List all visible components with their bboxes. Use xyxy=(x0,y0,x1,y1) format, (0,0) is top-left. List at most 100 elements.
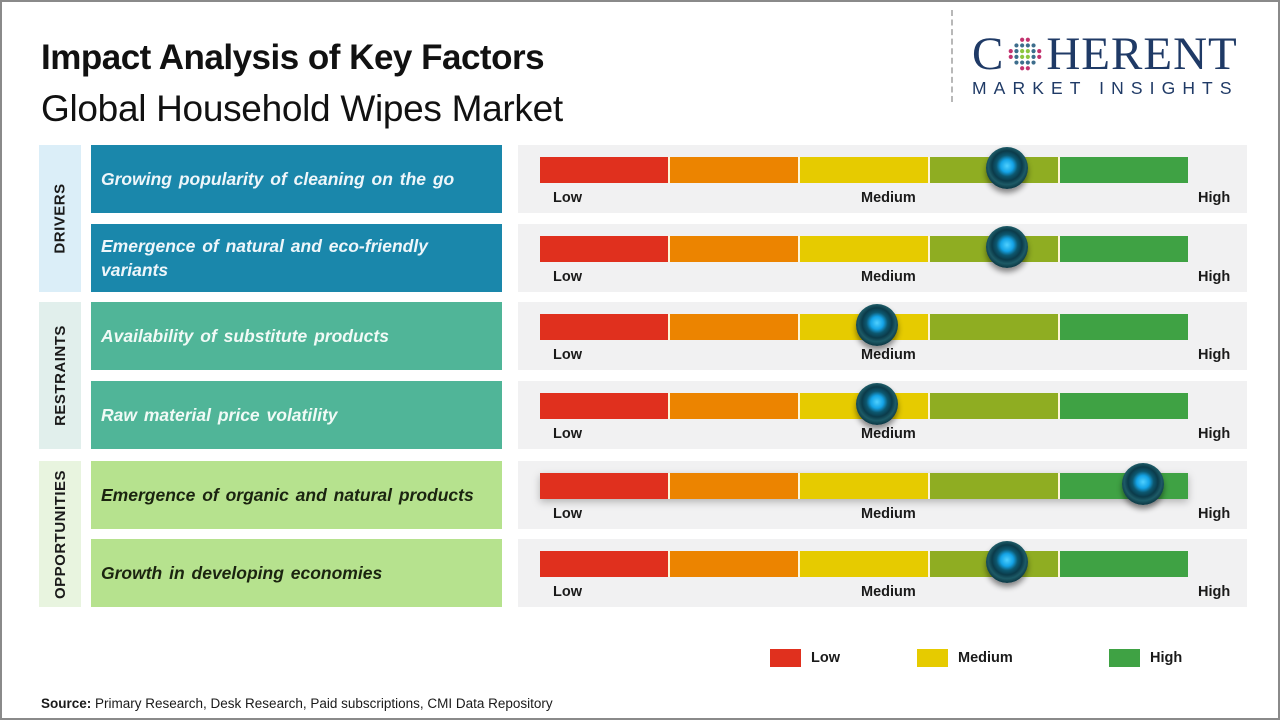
scale-segment-2 xyxy=(800,157,930,183)
scale-segment-0 xyxy=(540,473,670,499)
logo-prefix: C xyxy=(972,28,1005,80)
scale-segment-2 xyxy=(800,473,930,499)
scale-label-low: Low xyxy=(553,584,582,600)
scale-label-low: Low xyxy=(553,269,582,285)
scale-segment-0 xyxy=(540,236,670,262)
source-note: Source: Primary Research, Desk Research,… xyxy=(41,696,553,711)
scale-label-low: Low xyxy=(553,347,582,363)
impact-scale-bar xyxy=(540,473,1188,499)
scale-segment-0 xyxy=(540,551,670,577)
globe-dot xyxy=(1014,43,1019,48)
scale-segment-3 xyxy=(930,314,1060,340)
logo-divider xyxy=(951,10,953,102)
impact-marker xyxy=(985,541,1028,583)
legend-item-low: Low xyxy=(770,649,840,667)
globe-dot xyxy=(1009,49,1014,54)
scale-label-medium: Medium xyxy=(861,269,916,285)
impact-scale-bar xyxy=(540,314,1188,340)
impact-gauge: Low Medium High xyxy=(518,381,1247,449)
logo-suffix: HERENT xyxy=(1046,28,1238,80)
scale-label-medium: Medium xyxy=(861,426,916,442)
source-text: Primary Research, Desk Research, Paid su… xyxy=(91,696,553,711)
scale-label-high: High xyxy=(1198,190,1231,206)
globe-dot xyxy=(1026,60,1031,65)
scale-label-medium: Medium xyxy=(861,190,916,206)
globe-dot xyxy=(1026,43,1031,48)
factor-label: Growing popularity of cleaning on the go xyxy=(91,145,502,213)
scale-segment-3 xyxy=(930,393,1060,419)
globe-dot xyxy=(1031,49,1036,54)
factor-label: Raw material price volatility xyxy=(91,381,502,449)
scale-segment-0 xyxy=(540,393,670,419)
scale-label-medium: Medium xyxy=(861,347,916,363)
scale-segment-1 xyxy=(670,551,800,577)
impact-scale-bar xyxy=(540,551,1188,577)
source-label: Source: xyxy=(41,696,92,711)
impact-gauge: Low Medium High xyxy=(518,302,1247,370)
scale-segment-1 xyxy=(670,157,800,183)
legend-label-high: High xyxy=(1150,650,1183,666)
globe-dot xyxy=(1031,54,1036,59)
legend-label-low: Low xyxy=(811,650,840,666)
globe-dot xyxy=(1014,49,1019,54)
page-title: Impact Analysis of Key Factors xyxy=(41,38,545,77)
globe-dot xyxy=(1020,37,1025,42)
scale-label-low: Low xyxy=(553,506,582,522)
impact-scale-bar xyxy=(540,236,1188,262)
scale-segment-4 xyxy=(1060,157,1188,183)
scale-label-medium: Medium xyxy=(861,584,916,600)
scale-segment-4 xyxy=(1060,236,1188,262)
factor-label: Emergence of natural and eco-friendly va… xyxy=(91,224,502,292)
scale-segment-4 xyxy=(1060,551,1188,577)
factor-label: Emergence of organic and natural product… xyxy=(91,461,502,529)
scale-segment-4 xyxy=(1060,314,1188,340)
globe-dot xyxy=(1020,60,1025,65)
scale-label-high: High xyxy=(1198,584,1231,600)
logo-tagline: MARKET INSIGHTS xyxy=(972,78,1239,98)
impact-marker xyxy=(1121,463,1164,505)
impact-gauge: Low Medium High xyxy=(518,145,1247,213)
scale-segment-2 xyxy=(800,236,930,262)
impact-marker xyxy=(855,383,898,425)
globe-dot xyxy=(1009,54,1014,59)
globe-dot xyxy=(1037,49,1042,54)
globe-dot xyxy=(1026,49,1031,54)
globe-dot xyxy=(1020,43,1025,48)
scale-label-high: High xyxy=(1198,347,1231,363)
company-logo: C HERENT MARKET INSIGHTS xyxy=(972,28,1262,99)
impact-marker xyxy=(855,304,898,346)
globe-dot xyxy=(1020,66,1025,71)
scale-label-high: High xyxy=(1198,506,1231,522)
impact-scale-bar xyxy=(540,393,1188,419)
group-tag-drivers: DRIVERS xyxy=(39,145,81,292)
scale-segment-1 xyxy=(670,393,800,419)
globe-dot xyxy=(1031,43,1036,48)
scale-segment-3 xyxy=(930,473,1060,499)
scale-segment-4 xyxy=(1060,393,1188,419)
legend-swatch-high xyxy=(1109,649,1140,667)
legend-swatch-low xyxy=(770,649,801,667)
factor-label: Availability of substitute products xyxy=(91,302,502,370)
impact-marker xyxy=(985,226,1028,268)
scale-segment-0 xyxy=(540,157,670,183)
globe-dot xyxy=(1026,54,1031,59)
impact-marker xyxy=(985,147,1028,189)
impact-gauge: Low Medium High xyxy=(518,224,1247,292)
impact-scale-bar xyxy=(540,157,1188,183)
impact-gauge: Low Medium High xyxy=(518,539,1247,607)
legend-swatch-medium xyxy=(917,649,948,667)
scale-segment-1 xyxy=(670,314,800,340)
globe-dot xyxy=(1020,49,1025,54)
scale-label-low: Low xyxy=(553,426,582,442)
scale-label-low: Low xyxy=(553,190,582,206)
page-subtitle: Global Household Wipes Market xyxy=(41,88,563,129)
group-tag-restraints: RESTRAINTS xyxy=(39,302,81,449)
globe-dot xyxy=(1014,54,1019,59)
impact-gauge: Low Medium High xyxy=(518,461,1247,529)
scale-segment-2 xyxy=(800,551,930,577)
legend-label-medium: Medium xyxy=(958,650,1013,666)
legend-item-high: High xyxy=(1109,649,1182,667)
scale-segment-1 xyxy=(670,473,800,499)
legend-item-medium: Medium xyxy=(917,649,1013,667)
